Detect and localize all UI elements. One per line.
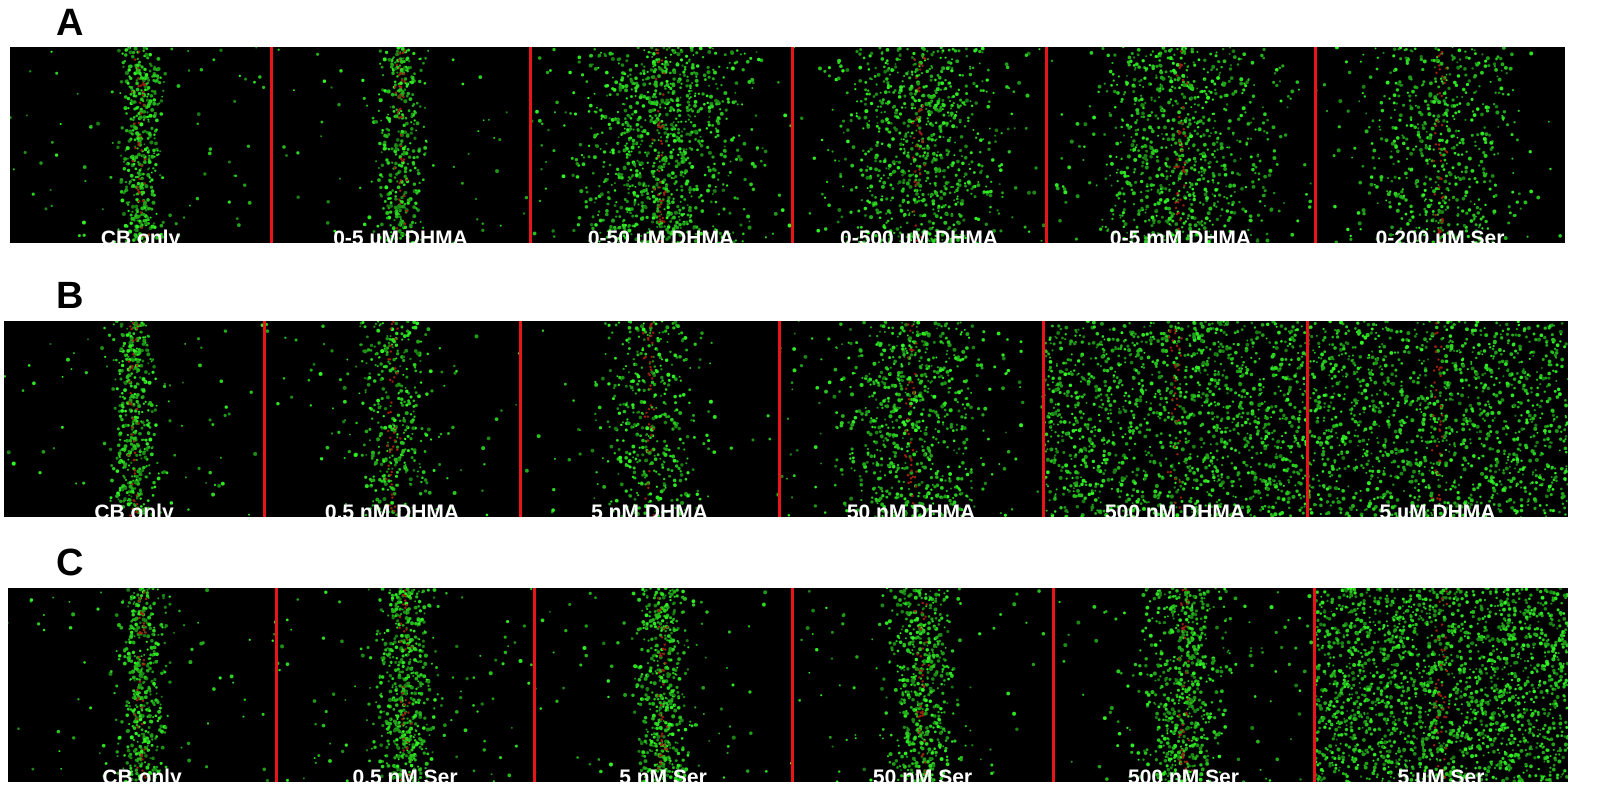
image-strip: CB only0-5 µM DHMA0-50 µM DHMA0-500 µM D… xyxy=(10,47,1565,243)
image-label: 0-500 µM DHMA xyxy=(792,227,1046,243)
separator xyxy=(1306,321,1309,517)
separator xyxy=(263,321,266,517)
cell-dots xyxy=(1046,47,1315,243)
separator xyxy=(270,47,273,243)
separator xyxy=(1313,588,1316,782)
separator xyxy=(1314,47,1317,243)
micrograph: 0-500 µM DHMA xyxy=(792,47,1046,243)
cell-dots xyxy=(1307,321,1568,517)
cell-dots xyxy=(520,321,779,517)
micrograph: CB only xyxy=(8,588,276,782)
image-label: CB only xyxy=(8,766,276,782)
image-label: 0-50 µM DHMA xyxy=(530,227,792,243)
panel-letter: B xyxy=(56,275,83,318)
micrograph: 5 nM DHMA xyxy=(520,321,779,517)
image-label: 5 nM DHMA xyxy=(520,501,779,517)
cell-dots xyxy=(530,47,792,243)
cell-dots xyxy=(779,321,1043,517)
image-label: 5 µM DHMA xyxy=(1307,501,1568,517)
cell-dots xyxy=(1053,588,1314,782)
micrograph: 5 µM Ser xyxy=(1314,588,1568,782)
micrograph: 50 nM DHMA xyxy=(779,321,1043,517)
image-label: 0.5 nM DHMA xyxy=(264,501,520,517)
image-strip: CB only0.5 nM Ser5 nM Ser50 nM Ser500 nM… xyxy=(8,588,1568,782)
image-label: 5 µM Ser xyxy=(1314,766,1568,782)
micrograph: 0.5 nM Ser xyxy=(276,588,534,782)
cell-dots xyxy=(1315,47,1565,243)
image-label: 0.5 nM Ser xyxy=(276,766,534,782)
image-strip: CB only0.5 nM DHMA5 nM DHMA50 nM DHMA500… xyxy=(4,321,1568,517)
separator xyxy=(1042,321,1045,517)
micrograph: 0-5 µM DHMA xyxy=(271,47,530,243)
image-label: CB only xyxy=(4,501,264,517)
image-label: 500 nM Ser xyxy=(1053,766,1314,782)
image-label: 0-5 µM DHMA xyxy=(271,227,530,243)
image-label: 5 nM Ser xyxy=(534,766,792,782)
cell-dots xyxy=(8,588,276,782)
cell-dots xyxy=(264,321,520,517)
cell-dots xyxy=(1314,588,1568,782)
panel-letter: A xyxy=(56,2,83,45)
separator xyxy=(1045,47,1048,243)
cell-dots xyxy=(276,588,534,782)
separator xyxy=(533,588,536,782)
micrograph: 50 nM Ser xyxy=(792,588,1053,782)
cell-dots xyxy=(10,47,271,243)
micrograph: 5 µM DHMA xyxy=(1307,321,1568,517)
image-label: 500 nM DHMA xyxy=(1043,501,1307,517)
cell-dots xyxy=(271,47,530,243)
micrograph: 0-200 µM Ser xyxy=(1315,47,1565,243)
micrograph: 500 nM DHMA xyxy=(1043,321,1307,517)
micrograph: CB only xyxy=(4,321,264,517)
separator xyxy=(778,321,781,517)
image-label: 0-5 mM DHMA xyxy=(1046,227,1315,243)
micrograph: 0-5 mM DHMA xyxy=(1046,47,1315,243)
micrograph: 0.5 nM DHMA xyxy=(264,321,520,517)
figure: ACB only0-5 µM DHMA0-50 µM DHMA0-500 µM … xyxy=(0,0,1601,798)
image-label: 0-200 µM Ser xyxy=(1315,227,1565,243)
image-label: 50 nM Ser xyxy=(792,766,1053,782)
micrograph: 0-50 µM DHMA xyxy=(530,47,792,243)
separator xyxy=(519,321,522,517)
cell-dots xyxy=(4,321,264,517)
cell-dots xyxy=(792,47,1046,243)
panel-letter: C xyxy=(56,542,83,585)
separator xyxy=(791,47,794,243)
image-label: 50 nM DHMA xyxy=(779,501,1043,517)
cell-dots xyxy=(792,588,1053,782)
micrograph: CB only xyxy=(10,47,271,243)
cell-dots xyxy=(1043,321,1307,517)
separator xyxy=(275,588,278,782)
separator xyxy=(529,47,532,243)
micrograph: 5 nM Ser xyxy=(534,588,792,782)
separator xyxy=(1052,588,1055,782)
micrograph: 500 nM Ser xyxy=(1053,588,1314,782)
separator xyxy=(791,588,794,782)
cell-dots xyxy=(534,588,792,782)
image-label: CB only xyxy=(10,227,271,243)
